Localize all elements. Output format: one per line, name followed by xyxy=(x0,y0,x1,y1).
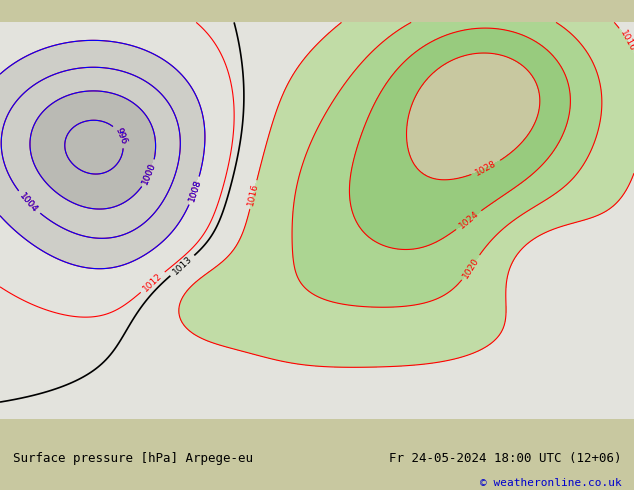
Text: 1028: 1028 xyxy=(474,159,498,177)
Text: Surface pressure [hPa] Arpege-eu: Surface pressure [hPa] Arpege-eu xyxy=(13,452,253,465)
Text: © weatheronline.co.uk: © weatheronline.co.uk xyxy=(479,478,621,488)
Text: 1012: 1012 xyxy=(141,271,164,293)
Text: 1004: 1004 xyxy=(18,191,40,214)
Text: 1016: 1016 xyxy=(618,29,634,53)
Text: 1004: 1004 xyxy=(18,191,40,214)
Text: 1008: 1008 xyxy=(187,178,202,203)
Text: 996: 996 xyxy=(113,127,128,146)
Text: 1013: 1013 xyxy=(171,254,194,277)
Text: 1020: 1020 xyxy=(461,255,481,280)
Text: 996: 996 xyxy=(113,127,128,146)
Text: 1024: 1024 xyxy=(457,209,480,231)
Text: 1016: 1016 xyxy=(247,182,260,207)
Text: 1000: 1000 xyxy=(141,161,158,186)
Text: 1000: 1000 xyxy=(141,161,158,186)
Text: Fr 24-05-2024 18:00 UTC (12+06): Fr 24-05-2024 18:00 UTC (12+06) xyxy=(389,452,621,465)
Text: 1008: 1008 xyxy=(187,178,202,203)
